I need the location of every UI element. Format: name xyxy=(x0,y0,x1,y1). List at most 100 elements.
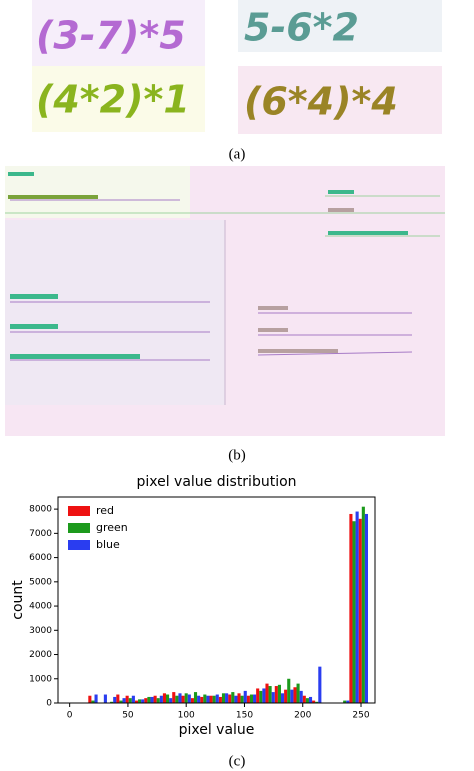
image-tile xyxy=(238,0,442,52)
histogram-bar xyxy=(280,693,285,703)
histogram-bar xyxy=(237,693,241,703)
histogram-bar xyxy=(134,700,139,703)
histogram-bar xyxy=(268,686,272,703)
image-tile xyxy=(32,66,205,132)
histogram-bar xyxy=(172,692,176,703)
histogram-bar xyxy=(358,518,362,703)
histogram-bar xyxy=(193,692,198,703)
histogram-bar xyxy=(181,695,185,703)
histogram-bar xyxy=(228,694,232,703)
image-tile xyxy=(32,0,205,66)
legend-label: blue xyxy=(96,538,120,551)
histogram-bar xyxy=(305,698,309,703)
y-tick-label: 6000 xyxy=(29,553,52,563)
chart-title: pixel value distribution xyxy=(136,474,296,490)
legend-swatch xyxy=(68,523,90,533)
y-tick-label: 8000 xyxy=(29,505,52,515)
scribble-lines xyxy=(5,195,445,405)
histogram-bar xyxy=(91,700,95,703)
histogram-bar xyxy=(302,695,306,703)
y-tick-label: 0 xyxy=(46,699,52,709)
histogram-bar xyxy=(299,690,303,703)
histogram-bar xyxy=(274,686,278,703)
histogram-bar xyxy=(361,506,365,703)
histogram-bar xyxy=(131,695,135,703)
handwritten-expression: (6*4)*4 xyxy=(244,80,398,124)
handwritten-expression: 5-6*2 xyxy=(244,6,359,50)
histogram-bar xyxy=(125,695,129,703)
histogram-bar xyxy=(343,700,347,703)
histogram-bar xyxy=(315,701,319,703)
histogram-bar xyxy=(203,694,207,703)
x-tick-label: 150 xyxy=(236,711,253,721)
histogram-bar xyxy=(271,692,275,703)
histogram-bar xyxy=(212,695,216,703)
histogram-bar xyxy=(352,521,356,703)
y-tick-label: 7000 xyxy=(29,529,52,539)
histogram-bar xyxy=(259,690,263,703)
histogram-bar xyxy=(165,694,170,703)
histogram-bar xyxy=(290,689,294,703)
histogram-bar xyxy=(88,695,92,703)
handwritten-expression: (3-7)*5 xyxy=(36,14,186,58)
histogram-bar xyxy=(150,696,154,703)
histogram-bar xyxy=(122,698,126,703)
y-axis-label: count xyxy=(10,580,26,620)
legend-label: red xyxy=(96,504,114,517)
histogram-bar xyxy=(346,700,350,703)
image-region xyxy=(5,166,190,218)
histogram-bar xyxy=(234,695,238,703)
histogram-bar xyxy=(200,696,204,703)
histogram-bar xyxy=(153,695,157,703)
histogram-bar xyxy=(147,696,151,703)
histogram-bar xyxy=(284,689,288,703)
histogram-bar xyxy=(156,698,160,703)
y-tick-label: 5000 xyxy=(29,577,52,587)
histogram-bar xyxy=(110,701,114,703)
histogram-bar xyxy=(262,688,266,703)
histogram-bar xyxy=(296,683,300,703)
histogram-bar xyxy=(240,695,244,703)
histogram-bar xyxy=(218,696,222,703)
histogram-bar xyxy=(312,700,316,703)
histogram-bar xyxy=(138,699,142,703)
histogram-bar xyxy=(277,684,281,703)
histogram-bar xyxy=(265,683,269,703)
histogram-bar xyxy=(184,693,188,703)
y-tick-label: 1000 xyxy=(29,674,52,684)
histogram-bar xyxy=(293,687,297,703)
caption: (b) xyxy=(228,447,246,463)
histogram-bar xyxy=(209,695,213,703)
histogram-bar xyxy=(119,700,123,703)
x-tick-label: 250 xyxy=(352,711,369,721)
histogram-bar xyxy=(231,692,235,703)
histogram-bar xyxy=(190,698,194,703)
histogram-bar xyxy=(206,695,210,703)
histogram-bar xyxy=(144,698,148,703)
legend-swatch xyxy=(68,506,90,516)
histogram-bar xyxy=(308,696,313,703)
histogram-bar xyxy=(103,694,107,703)
legend-swatch xyxy=(68,540,90,550)
x-axis-label: pixel value xyxy=(179,722,255,738)
caption: (c) xyxy=(229,753,246,769)
histogram-bar xyxy=(175,695,179,703)
image-region xyxy=(5,220,225,405)
histogram-bar xyxy=(169,698,173,703)
histogram-bar xyxy=(243,690,247,703)
histogram-bar xyxy=(364,513,369,703)
histogram-bar xyxy=(178,693,182,703)
histogram-bar xyxy=(94,694,98,703)
y-tick-label: 3000 xyxy=(29,626,52,636)
y-tick-label: 4000 xyxy=(29,602,52,612)
histogram-bar xyxy=(159,695,163,703)
y-tick-label: 2000 xyxy=(29,650,52,660)
x-tick-label: 0 xyxy=(67,711,73,721)
histogram-bar xyxy=(141,699,145,703)
image-tile xyxy=(238,66,442,134)
histogram-bar xyxy=(215,694,219,703)
plot-frame xyxy=(57,496,376,704)
histogram-bar xyxy=(128,698,132,703)
